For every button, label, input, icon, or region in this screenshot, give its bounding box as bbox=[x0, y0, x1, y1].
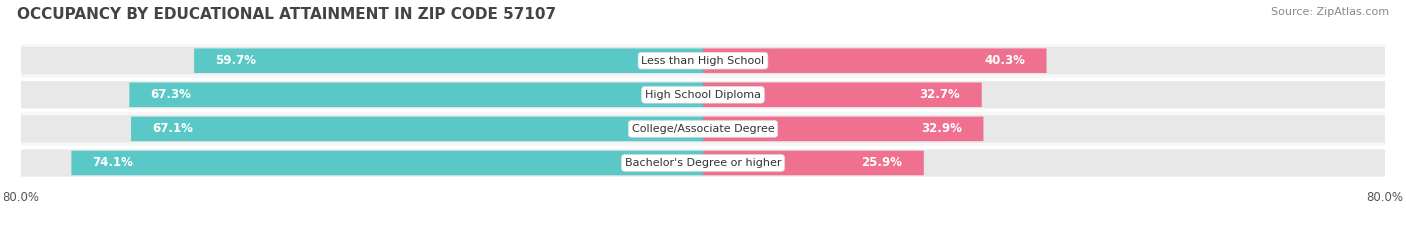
FancyBboxPatch shape bbox=[21, 112, 1385, 146]
FancyBboxPatch shape bbox=[129, 82, 703, 107]
FancyBboxPatch shape bbox=[21, 47, 1385, 74]
FancyBboxPatch shape bbox=[21, 78, 1385, 112]
Text: 32.9%: 32.9% bbox=[921, 122, 962, 135]
FancyBboxPatch shape bbox=[21, 146, 1385, 180]
Text: College/Associate Degree: College/Associate Degree bbox=[631, 124, 775, 134]
Text: 40.3%: 40.3% bbox=[984, 54, 1025, 67]
FancyBboxPatch shape bbox=[72, 151, 703, 175]
FancyBboxPatch shape bbox=[131, 116, 703, 141]
FancyBboxPatch shape bbox=[703, 48, 1046, 73]
FancyBboxPatch shape bbox=[703, 82, 981, 107]
Text: 74.1%: 74.1% bbox=[93, 157, 134, 169]
FancyBboxPatch shape bbox=[21, 149, 1385, 177]
Text: Source: ZipAtlas.com: Source: ZipAtlas.com bbox=[1271, 7, 1389, 17]
Text: High School Diploma: High School Diploma bbox=[645, 90, 761, 100]
FancyBboxPatch shape bbox=[21, 115, 1385, 143]
Text: Less than High School: Less than High School bbox=[641, 56, 765, 66]
Text: OCCUPANCY BY EDUCATIONAL ATTAINMENT IN ZIP CODE 57107: OCCUPANCY BY EDUCATIONAL ATTAINMENT IN Z… bbox=[17, 7, 555, 22]
Text: 25.9%: 25.9% bbox=[862, 157, 903, 169]
Text: 32.7%: 32.7% bbox=[920, 88, 960, 101]
Text: 59.7%: 59.7% bbox=[215, 54, 256, 67]
FancyBboxPatch shape bbox=[21, 44, 1385, 78]
FancyBboxPatch shape bbox=[703, 116, 983, 141]
FancyBboxPatch shape bbox=[21, 81, 1385, 108]
Text: 67.3%: 67.3% bbox=[150, 88, 191, 101]
FancyBboxPatch shape bbox=[194, 48, 703, 73]
Text: 67.1%: 67.1% bbox=[152, 122, 193, 135]
Text: Bachelor's Degree or higher: Bachelor's Degree or higher bbox=[624, 158, 782, 168]
FancyBboxPatch shape bbox=[703, 151, 924, 175]
